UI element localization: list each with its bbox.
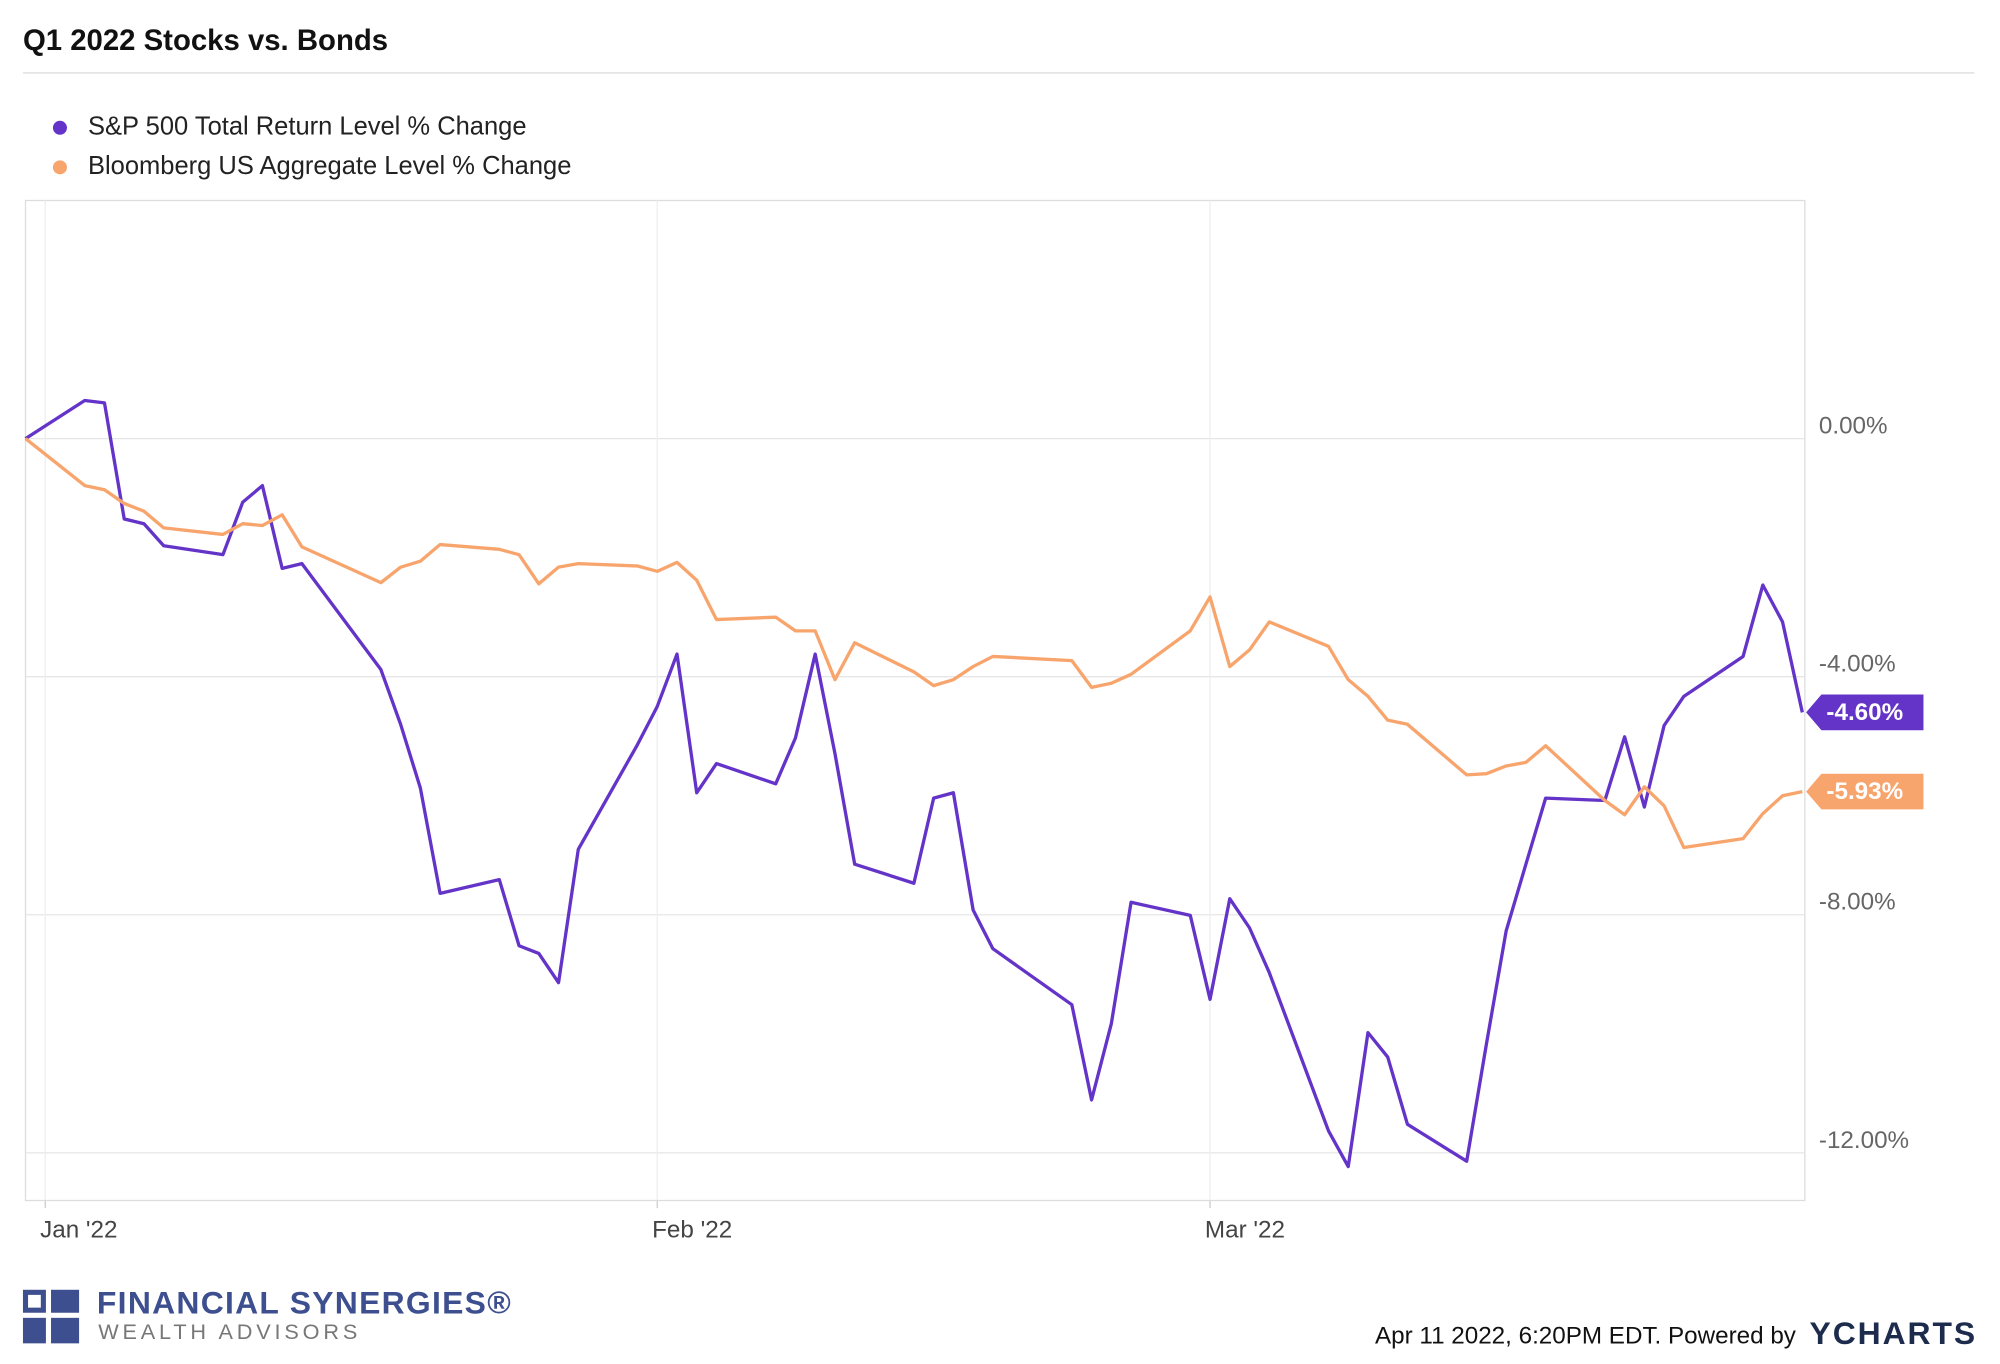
end-label-text: -5.93% [1826,778,1903,805]
end-label: -5.93% [1806,773,1924,810]
y-tick-label: -4.00% [1819,651,1896,678]
legend-marker [52,160,67,175]
end-label-text: -4.60% [1826,699,1903,726]
brand-logo [22,1289,80,1344]
y-tick-label: -12.00% [1819,1127,1909,1154]
y-tick-label: 0.00% [1819,413,1888,440]
timestamp: Apr 11 2022, 6:20PM EDT. Powered by [1375,1322,1797,1349]
plot-frame [24,199,1806,1202]
legend-label: S&P 500 Total Return Level % Change [88,113,527,141]
end-label-box [1806,773,1924,810]
y-tick-label: -8.00% [1819,889,1896,916]
end-label: -4.60% [1806,694,1924,731]
series-line [24,398,1804,1169]
ycharts-logo: YCHARTS [1810,1315,1977,1351]
legend-label: Bloomberg US Aggregate Level % Change [88,152,571,180]
brand-subtitle: WEALTH ADVISORS [98,1319,361,1344]
chart-title: Q1 2022 Stocks vs. Bonds [23,24,388,57]
series-line [24,437,1803,850]
legend-marker [52,120,67,135]
end-label-box [1806,694,1924,731]
x-tick-label: Mar '22 [1205,1217,1285,1244]
x-tick-label: Jan '22 [40,1217,117,1244]
brand-name: FINANCIAL SYNERGIES® [97,1285,512,1321]
x-tick-label: Feb '22 [652,1217,732,1244]
